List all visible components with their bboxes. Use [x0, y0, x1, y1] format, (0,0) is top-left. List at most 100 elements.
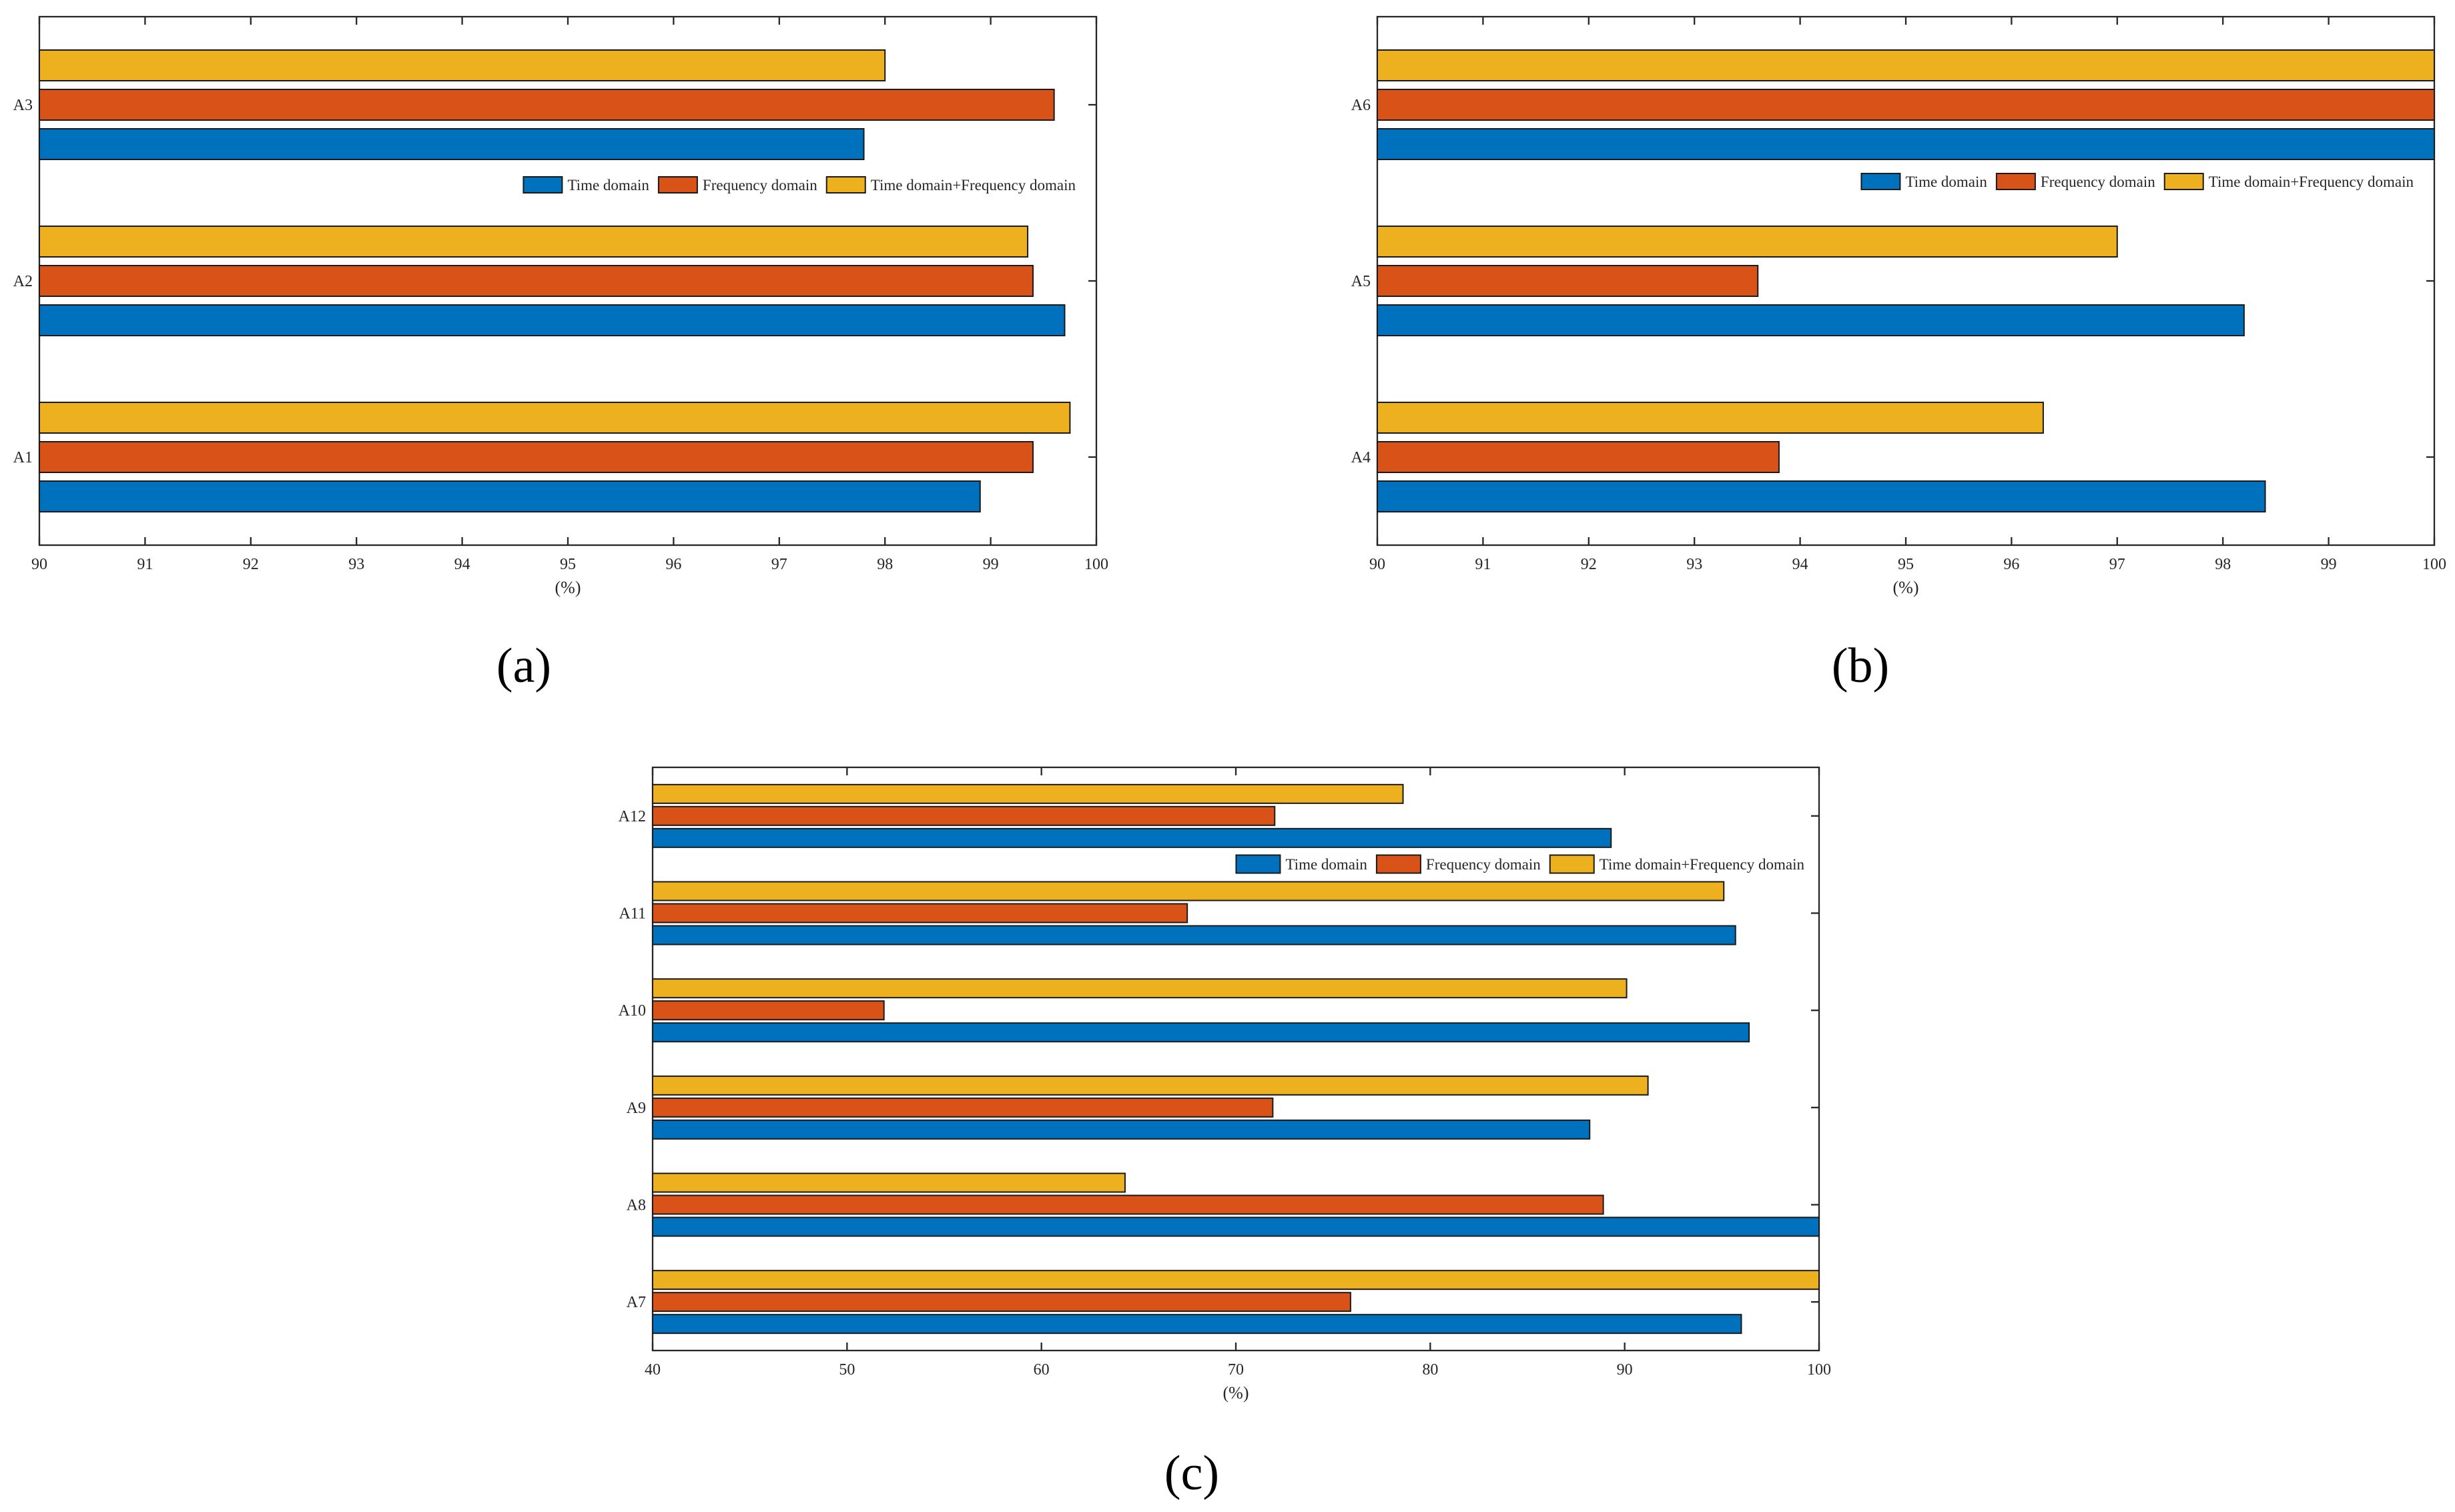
panel-c-xtick-label: 100: [1807, 1361, 1831, 1379]
panel-c-xlabel: (%): [1223, 1383, 1249, 1403]
panel-b-xtick-label: 90: [1369, 556, 1385, 573]
panel-c-bar-A11-time: [652, 925, 1736, 946]
panel-a-chart: 90 91 92 93 94 95 96 97 98 99 100 (%) A1 A2 A3 Time dom…: [13, 15, 1108, 597]
panel-a-xtick-label: 97: [771, 556, 787, 573]
panel-c-bar-A9-time: [652, 1119, 1591, 1140]
panel-a-legend-label-combined: Time domain+Frequency domain: [871, 177, 1076, 194]
panel-a-bar-A2-time: [39, 304, 1066, 336]
panel-c-bar-A7-time: [652, 1314, 1742, 1335]
panel-b-legend: Time domain Frequency domain Time domain+F…: [1860, 173, 2414, 190]
panel-b-legend-label-combined: Time domain+Frequency domain: [2209, 173, 2414, 190]
panel-c-legend-swatch-combined: [1549, 854, 1595, 874]
panel-a-legend-label-time: Time domain: [567, 177, 649, 194]
panel-a-bar-A3-time: [39, 128, 865, 160]
panel-a-category-label: A1: [13, 449, 33, 466]
panel-c-xtick-label: 90: [1617, 1361, 1633, 1379]
panel-a-xtick-label: 95: [560, 556, 576, 573]
panel-b-legend-swatch-combined: [2163, 173, 2204, 190]
panel-b-bar-A6-combined: [1377, 49, 2435, 81]
panel-c-xtick-label: 50: [839, 1361, 855, 1379]
panel-c-bar-A11-frequency: [652, 903, 1188, 923]
panel-a-bar-A2-combined: [39, 226, 1029, 258]
panel-c-bar-A10-time: [652, 1022, 1750, 1043]
panel-b-xtick-label: 99: [2321, 556, 2337, 573]
panel-b-xtick-label: 98: [2215, 556, 2231, 573]
panel-c-label: (c): [1164, 1446, 1219, 1501]
panel-c-chart: 40 50 60 70 80 90 100 (%) A7 A8 A9 A10 A11 A12 Time do…: [619, 766, 1831, 1403]
panel-b-legend-swatch-frequency: [1995, 173, 2036, 190]
panel-c-category-label: A11: [619, 905, 646, 923]
panel-c-bar-A12-combined: [652, 783, 1404, 804]
panel-a-legend-swatch-combined: [825, 176, 866, 194]
panel-a-category-label: A2: [13, 273, 33, 290]
panel-a-xtick-label: 91: [137, 556, 153, 573]
panel-a-xtick-label: 100: [1084, 556, 1108, 573]
panel-a-xtick-label: 93: [348, 556, 364, 573]
panel-c-bar-A11-combined: [652, 881, 1725, 901]
panel-c-legend-label-combined: Time domain+Frequency domain: [1600, 856, 1805, 873]
panel-b-bar-A4-combined: [1377, 402, 2044, 434]
panel-a-xtick-label: 94: [454, 556, 470, 573]
panel-b-bar-A4-frequency: [1377, 441, 1780, 473]
panel-c-category-label: A8: [627, 1197, 646, 1214]
panel-a-bar-A1-frequency: [39, 441, 1034, 473]
panel-a-legend: Time domain Frequency domain Time domain+F…: [522, 176, 1076, 194]
panel-a-bar-A1-time: [39, 480, 981, 512]
panel-b-xtick-label: 100: [2422, 556, 2446, 573]
panel-b-chart: 90 91 92 93 94 95 96 97 98 99 100 (%) A4 A5 A6 Time dom…: [1351, 15, 2446, 597]
panel-b-category-label: A6: [1351, 97, 1371, 114]
panel-a-xlabel: (%): [555, 578, 581, 597]
panel-a-xtick-label: 90: [31, 556, 47, 573]
panel-a-legend-swatch-time: [522, 176, 563, 194]
panel-b-xtick-label: 95: [1898, 556, 1914, 573]
panel-c-bar-A10-combined: [652, 978, 1628, 999]
panel-b-legend-label-time: Time domain: [1905, 173, 1987, 190]
panel-c-legend-label-frequency: Frequency domain: [1426, 856, 1541, 873]
panel-c-legend-swatch-frequency: [1375, 854, 1421, 874]
panel-b-xtick-label: 92: [1581, 556, 1597, 573]
panel-b-xtick-label: 94: [1792, 556, 1808, 573]
panel-a-category-label: A3: [13, 97, 33, 114]
panel-a-xtick-label: 96: [665, 556, 681, 573]
panel-c-xtick-label: 40: [645, 1361, 661, 1379]
panel-c-category-label: A7: [627, 1294, 646, 1311]
panel-c-bar-A9-frequency: [652, 1097, 1274, 1118]
panel-a-legend-label-frequency: Frequency domain: [703, 177, 817, 194]
panel-c-xtick-label: 80: [1422, 1361, 1438, 1379]
panel-c-bar-A7-combined: [652, 1270, 1820, 1290]
panel-a-legend-swatch-frequency: [657, 176, 698, 194]
panel-c-legend-label-time: Time domain: [1285, 856, 1367, 873]
panel-b-label: (b): [1832, 639, 1889, 693]
panel-b-category-label: A4: [1351, 449, 1371, 466]
panel-b-xtick-label: 93: [1686, 556, 1702, 573]
panel-c-legend: Time domain Frequency domain Time domain+F…: [1235, 854, 1805, 874]
panel-b-xtick-label: 97: [2109, 556, 2125, 573]
panel-a-bar-A2-frequency: [39, 265, 1034, 297]
panel-a-label: (a): [496, 639, 551, 693]
panel-c-xtick-label: 70: [1228, 1361, 1244, 1379]
panel-c-bar-A9-combined: [652, 1075, 1649, 1096]
panel-b-bar-A5-combined: [1377, 226, 2118, 258]
panel-c-bar-A12-frequency: [652, 805, 1276, 826]
panel-b-xtick-label: 91: [1475, 556, 1491, 573]
panel-c-xtick-label: 60: [1034, 1361, 1050, 1379]
panel-c-bar-A8-frequency: [652, 1194, 1604, 1215]
panel-b-bar-A5-time: [1377, 304, 2245, 336]
panel-c-bar-A10-frequency: [652, 1000, 885, 1021]
panel-a-bar-A1-combined: [39, 402, 1071, 434]
panel-b-legend-swatch-time: [1860, 173, 1901, 190]
panel-c-bar-A8-time: [652, 1216, 1820, 1237]
panel-c-category-label: A10: [619, 1002, 646, 1020]
panel-a-xtick-label: 99: [983, 556, 999, 573]
panel-c-category-label: A9: [627, 1100, 646, 1117]
panel-a-bar-A3-frequency: [39, 89, 1055, 121]
panel-b-legend-label-frequency: Frequency domain: [2041, 173, 2155, 190]
panel-c-bar-A12-time: [652, 827, 1612, 848]
panel-c-bar-A7-frequency: [652, 1292, 1351, 1312]
panel-c-legend-swatch-time: [1235, 854, 1281, 874]
panel-c-category-label: A12: [619, 808, 646, 825]
panel-a-xtick-label: 92: [243, 556, 259, 573]
panel-a-bar-A3-combined: [39, 49, 886, 81]
panel-b-bar-A6-time: [1377, 128, 2435, 160]
